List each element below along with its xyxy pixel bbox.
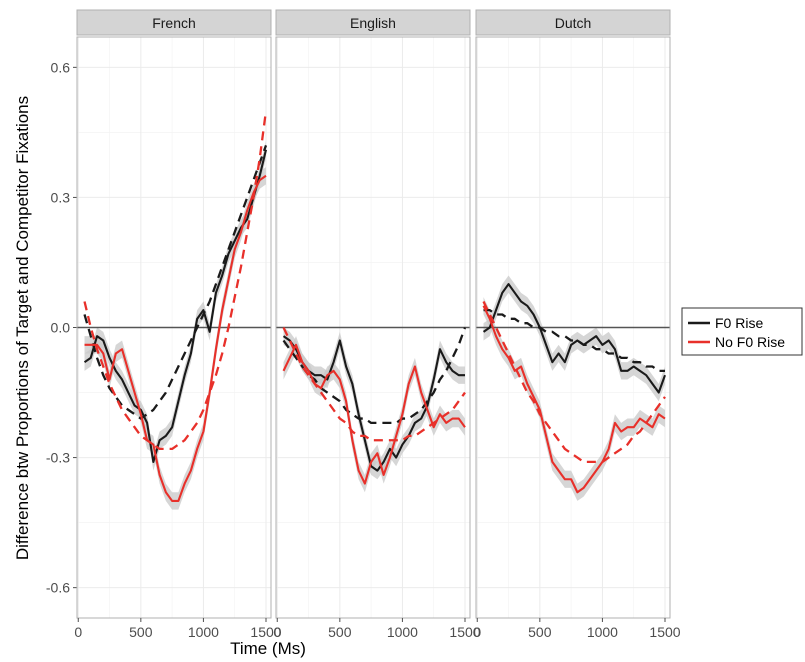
panel-strip xyxy=(275,9,471,36)
panel-dutch: Dutch 0 500 1000 1500 xyxy=(473,9,681,640)
panel-english: English 0 500 1000 1500 xyxy=(273,9,481,640)
panel-french: French 0 500 1000 1500 xyxy=(74,9,282,640)
panel-border xyxy=(76,36,272,619)
x-tick-label: 1000 xyxy=(587,624,618,640)
observed-line-f0-rise xyxy=(482,283,666,394)
fitted-line-no-f0-rise xyxy=(83,110,268,451)
x-tick-label: 1500 xyxy=(649,624,680,640)
panel-strip xyxy=(76,9,272,36)
y-tick-label: 0.0 xyxy=(51,320,71,336)
x-tick-label: 1000 xyxy=(188,624,219,640)
x-tick-label: 1500 xyxy=(449,624,480,640)
fitted-line-f0-rise xyxy=(83,145,268,420)
observed-line-f0-rise xyxy=(83,149,268,463)
x-tick-label: 0 xyxy=(74,624,82,640)
panel-title: French xyxy=(152,15,196,31)
x-tick-label: 500 xyxy=(129,624,153,640)
legend-box xyxy=(681,307,803,356)
panel-title: Dutch xyxy=(555,15,592,31)
confidence-ribbon xyxy=(84,141,266,471)
x-tick-label: 500 xyxy=(528,624,552,640)
panel-strip xyxy=(475,9,671,36)
fitted-line-f0-rise xyxy=(483,309,665,373)
confidence-ribbon xyxy=(84,167,266,510)
x-axis-title: Time (Ms) xyxy=(230,639,306,658)
x-tick-label: 0 xyxy=(473,624,481,640)
observed-line-f0-rise xyxy=(282,335,465,472)
observed-line-no-f0-rise xyxy=(482,305,666,494)
y-tick-label: -0.3 xyxy=(46,450,70,466)
fitted-line-no-f0-rise xyxy=(482,300,666,464)
panel-border xyxy=(275,36,471,619)
observed-line-no-f0-rise xyxy=(84,174,267,502)
x-tick-label: 1500 xyxy=(250,624,281,640)
y-axis-title: Difference btw Proportions of Target and… xyxy=(13,96,32,560)
panel-title: English xyxy=(350,15,396,31)
y-tick-label: 0.3 xyxy=(51,189,71,205)
legend-label-f0-rise: F0 Rise xyxy=(715,315,763,331)
y-tick-label: -0.6 xyxy=(46,580,70,596)
legend: F0 Rise No F0 Rise xyxy=(681,307,803,356)
x-tick-label: 1000 xyxy=(387,624,418,640)
legend-label-no-f0-rise: No F0 Rise xyxy=(715,334,785,350)
panel-border xyxy=(475,36,671,619)
y-tick-label: 0.6 xyxy=(51,59,71,75)
fitted-line-no-f0-rise xyxy=(282,327,466,442)
fitted-line-f0-rise xyxy=(282,327,467,425)
x-tick-label: 0 xyxy=(273,624,281,640)
x-tick-label: 500 xyxy=(328,624,352,640)
